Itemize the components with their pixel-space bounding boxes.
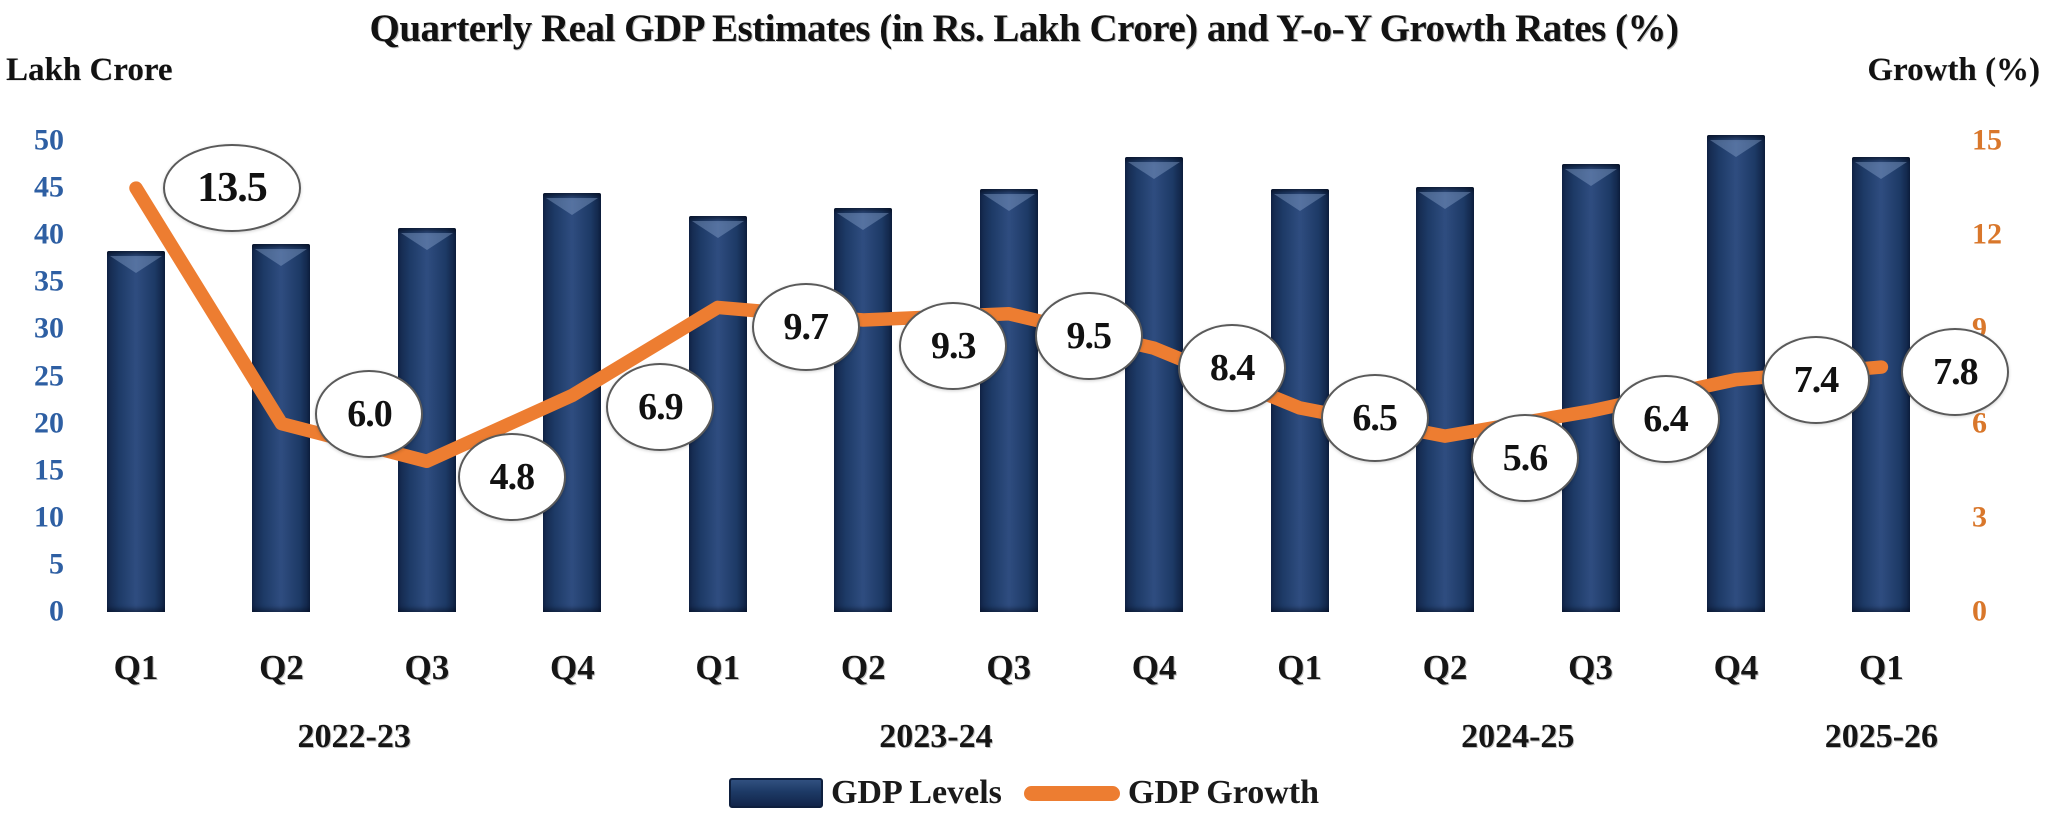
quarter-label: Q1	[1277, 648, 1322, 687]
gdp-bar	[1125, 157, 1184, 612]
right-axis-tick: 15	[1972, 123, 2002, 157]
gdp-bar	[834, 207, 893, 612]
quarter-label: Q4	[1131, 648, 1177, 687]
legend-line-swatch-icon	[1023, 785, 1120, 801]
gdp-bar	[979, 189, 1038, 612]
quarter-label: Q4	[549, 648, 595, 687]
gdp-bar	[107, 251, 165, 612]
left-axis-tick: 30	[34, 311, 64, 345]
gdp-bar	[543, 192, 602, 612]
quarter-label: Q3	[986, 648, 1032, 687]
left-axis-tick: 20	[34, 405, 64, 439]
right-axis-tick: 12	[1972, 217, 2002, 251]
year-label: 2025-26	[1824, 718, 1939, 755]
growth-callout: 9.7	[751, 283, 860, 372]
legend-bar-swatch-icon	[728, 778, 823, 808]
left-axis-tick: 10	[34, 500, 64, 534]
gdp-bar	[252, 243, 311, 612]
left-axis-tick: 5	[49, 547, 64, 581]
left-axis-title: Lakh Crore	[6, 52, 173, 88]
left-axis-tick: 0	[49, 594, 64, 628]
right-axis-tick: 6	[1972, 405, 1987, 439]
left-axis-tick: 15	[34, 453, 64, 487]
quarter-label: Q2	[1422, 648, 1468, 687]
gdp-bar	[1561, 163, 1620, 612]
left-axis-tick: 25	[34, 358, 64, 392]
legend-label-gdp-levels: GDP Levels	[830, 774, 1002, 811]
left-axis-tick: 40	[34, 217, 64, 251]
growth-callout: 6.0	[315, 369, 424, 458]
left-axis-tick: 45	[34, 170, 64, 204]
right-axis-tick: 3	[1972, 500, 1987, 534]
right-axis-tick: 0	[1972, 594, 1987, 628]
growth-callout: 4.8	[457, 433, 566, 522]
quarter-label: Q1	[1859, 648, 1904, 687]
legend: GDP Levels GDP Growth	[0, 774, 2048, 812]
gdp-bar	[1706, 135, 1765, 612]
legend-label-gdp-growth: GDP Growth	[1127, 774, 1320, 811]
quarter-label: Q3	[1568, 648, 1613, 687]
quarter-label: Q4	[1713, 648, 1759, 687]
gdp-bar	[1270, 189, 1329, 612]
growth-callout: 5.6	[1471, 414, 1580, 503]
year-label: 2023-24	[879, 718, 993, 755]
growth-callout: 9.5	[1034, 291, 1143, 380]
growth-callout: 7.8	[1901, 328, 2010, 417]
growth-callout: 7.4	[1761, 335, 1870, 424]
right-axis-title: Growth (%)	[1867, 52, 2040, 88]
growth-callout: 9.3	[899, 301, 1008, 390]
growth-callout: 6.9	[606, 363, 715, 452]
growth-callout: 13.5	[163, 144, 301, 233]
quarter-label: Q2	[840, 648, 886, 687]
quarter-label: Q2	[259, 648, 304, 687]
year-label: 2024-25	[1461, 718, 1575, 755]
quarter-label: Q3	[404, 648, 450, 687]
growth-callout: 6.5	[1320, 373, 1429, 462]
left-axis-tick: 50	[34, 123, 64, 157]
growth-callout: 6.4	[1611, 375, 1720, 464]
quarter-label: Q1	[113, 648, 159, 687]
left-axis-tick: 35	[34, 264, 64, 298]
chart-title: Quarterly Real GDP Estimates (in Rs. Lak…	[369, 7, 1679, 50]
quarter-label: Q1	[695, 648, 741, 687]
year-label: 2022-23	[297, 718, 411, 755]
growth-callout: 8.4	[1178, 324, 1287, 413]
gdp-bar	[1416, 187, 1475, 612]
